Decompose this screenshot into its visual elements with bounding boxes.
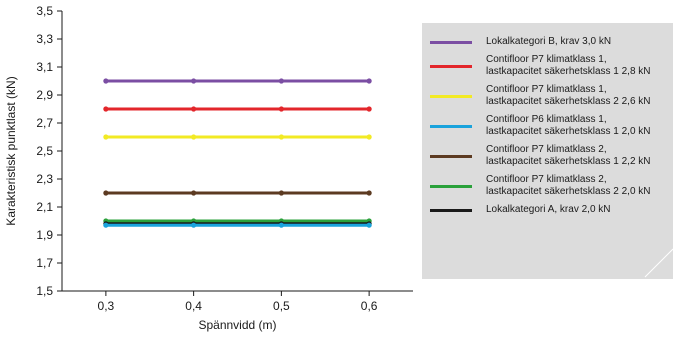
data-point [191,78,197,84]
legend-swatch [430,64,472,68]
series-0 [103,78,372,84]
y-tick-label: 3,5 [36,4,53,18]
data-point [103,134,109,140]
y-tick-label: 1,9 [36,228,53,242]
data-point [366,190,372,196]
legend-item: Contifloor P7 klimatklass 2, lastkapacit… [430,144,666,168]
x-tick-label: 0,4 [185,299,202,313]
y-tick-label: 2,3 [36,172,53,186]
legend-label: Lokalkategori A, krav 2,0 kN [486,204,611,215]
x-tick-label: 0,3 [98,299,115,313]
legend-item: Lokalkategori A, krav 2,0 kN [430,204,666,216]
data-point [103,222,109,228]
legend-label: Contifloor P7 klimatklass 1, lastkapacit… [486,84,651,107]
y-tick-label: 1,5 [36,284,53,298]
data-point [278,78,284,84]
data-point [191,190,197,196]
legend-swatch [430,154,472,158]
y-tick-label: 2,7 [36,116,53,130]
legend-items: Lokalkategori B, krav 3,0 kN Contifloor P… [430,36,666,222]
y-axis-ticks: 1,5 1,7 1,9 2,1 2,3 2,5 2,7 2,9 3,1 3,3 3,5 [36,4,62,298]
data-point [366,78,372,84]
data-point [278,106,284,112]
x-tick-label: 0,5 [273,299,290,313]
series-layer [103,78,372,228]
data-point [191,134,197,140]
y-tick-label: 1,7 [36,256,53,270]
legend: Lokalkategori B, krav 3,0 kN Contifloor P… [422,23,673,279]
data-point [191,222,197,228]
series-2 [103,134,372,140]
x-axis-title: Spännvidd (m) [198,318,276,332]
x-tick-label: 0,6 [361,299,378,313]
y-axis-title: Karakteristisk punktlast (kN) [4,76,18,225]
legend-label: Contifloor P7 klimatklass 1, lastkapacit… [486,54,651,77]
data-point [278,190,284,196]
data-point [366,106,372,112]
legend-item: Contifloor P7 klimatklass 1, lastkapacit… [430,84,666,108]
legend-label: Contifloor P7 klimatklass 2, lastkapacit… [486,144,651,167]
x-axis-ticks: 0,3 0,4 0,5 0,6 [98,291,378,313]
data-point [366,134,372,140]
y-tick-label: 3,3 [36,32,53,46]
series-4 [103,190,372,196]
legend-swatch [430,184,472,188]
y-tick-label: 2,1 [36,200,53,214]
legend-label: Contifloor P6 klimatklass 1, lastkapacit… [486,114,651,137]
legend-swatch [430,40,472,44]
data-point [103,106,109,112]
legend-item: Contifloor P7 klimatklass 1, lastkapacit… [430,54,666,78]
legend-label: Contifloor P7 klimatklass 2, lastkapacit… [486,174,651,197]
data-point [366,222,372,228]
legend-item: Contifloor P6 klimatklass 1, lastkapacit… [430,114,666,138]
data-point [103,78,109,84]
series-3 [103,222,372,228]
data-point [278,222,284,228]
legend-swatch [430,94,472,98]
legend-swatch [430,208,472,212]
legend-swatch [430,124,472,128]
y-tick-label: 2,9 [36,88,53,102]
legend-item: Lokalkategori B, krav 3,0 kN [430,36,666,48]
y-tick-label: 3,1 [36,60,53,74]
data-point [191,106,197,112]
data-point [103,190,109,196]
data-point [278,134,284,140]
legend-corner-decoration [644,248,673,278]
legend-label: Lokalkategori B, krav 3,0 kN [486,36,612,47]
y-tick-label: 2,5 [36,144,53,158]
legend-item: Contifloor P7 klimatklass 2, lastkapacit… [430,174,666,198]
series-1 [103,106,372,112]
